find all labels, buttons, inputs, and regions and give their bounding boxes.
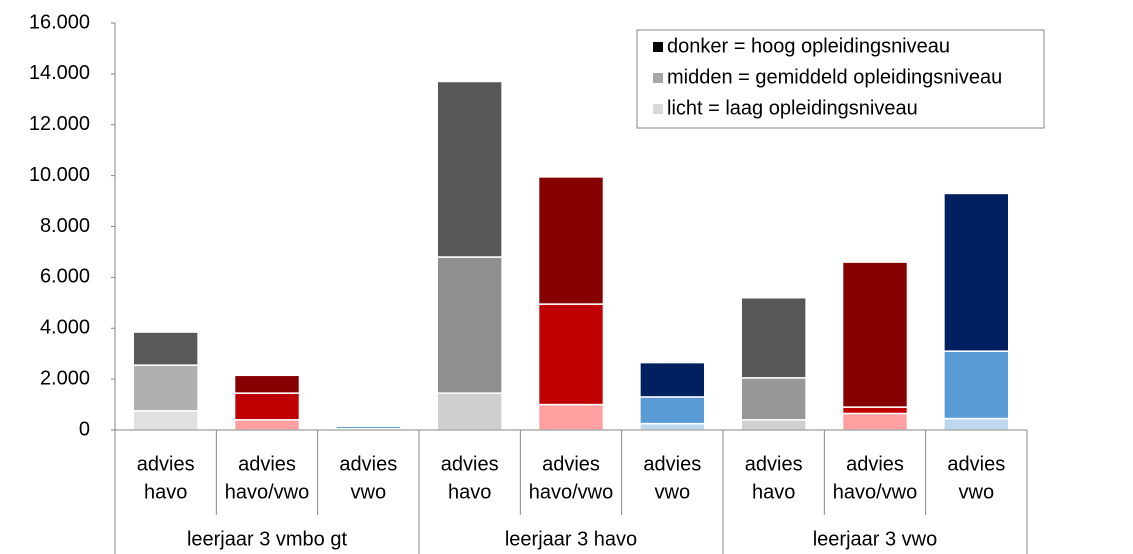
group-label: leerjaar 3 vwo — [813, 528, 938, 550]
x-tick-label: havo — [144, 481, 187, 503]
x-tick-label: vwo — [655, 481, 691, 503]
x-tick-label: advies — [137, 453, 195, 475]
bar-segment — [233, 419, 301, 431]
legend-label: donker = hoog opleidingsniveau — [667, 35, 950, 57]
bar-segment — [537, 303, 605, 406]
bar-segment — [639, 422, 706, 431]
bar-segment — [132, 331, 199, 366]
legend-label: licht = laag opleidingsniveau — [667, 97, 918, 119]
bar-segment — [943, 417, 1010, 431]
bar-segment — [233, 374, 301, 394]
bar-segment — [740, 377, 807, 421]
x-tick-label: havo/vwo — [529, 481, 614, 503]
x-tick-label: havo/vwo — [833, 481, 918, 503]
y-tick-label: 4.000 — [40, 317, 90, 339]
x-tick-label: advies — [643, 453, 701, 475]
bar-segment — [537, 403, 605, 431]
y-tick-label: 14.000 — [29, 62, 90, 84]
y-tick-label: 10.000 — [29, 164, 90, 186]
bar-segment — [943, 192, 1010, 352]
y-tick-label: 6.000 — [40, 266, 90, 288]
bar-segment — [639, 361, 706, 398]
bar-segment — [639, 396, 706, 425]
bar-segment — [335, 424, 402, 427]
y-tick-label: 16.000 — [29, 11, 90, 33]
group-label: leerjaar 3 vmbo gt — [187, 528, 348, 550]
x-tick-label: advies — [947, 453, 1005, 475]
x-tick-label: havo — [448, 481, 491, 503]
bar-segment — [233, 392, 301, 421]
bar-segment — [132, 410, 199, 431]
bar-segment — [943, 350, 1010, 420]
y-tick-label: 0 — [79, 418, 90, 440]
y-tick-label: 12.000 — [29, 113, 90, 135]
x-tick-label: advies — [745, 453, 803, 475]
x-tick-label: vwo — [351, 481, 387, 503]
bar-segment — [436, 256, 503, 394]
x-tick-label: advies — [238, 453, 296, 475]
bar-segment — [841, 261, 909, 408]
x-tick-label: havo — [752, 481, 795, 503]
x-tick-label: havo/vwo — [225, 481, 310, 503]
x-tick-label: vwo — [959, 481, 995, 503]
y-tick-label: 2.000 — [40, 367, 90, 389]
legend-swatch — [653, 42, 663, 52]
x-tick-label: advies — [339, 453, 397, 475]
bar-segment — [740, 296, 807, 379]
bar-segment — [436, 392, 503, 431]
bar-segment — [841, 412, 909, 431]
y-tick-label: 8.000 — [40, 215, 90, 237]
group-label: leerjaar 3 havo — [505, 528, 637, 550]
bar-segment — [841, 406, 909, 415]
x-tick-label: advies — [542, 453, 600, 475]
bar-segment — [740, 419, 807, 431]
x-tick-label: advies — [846, 453, 904, 475]
legend-label: midden = gemiddeld opleidingsniveau — [667, 66, 1002, 88]
x-tick-label: advies — [441, 453, 499, 475]
legend-swatch — [653, 73, 663, 83]
bar-segment — [132, 364, 199, 412]
legend-box — [636, 29, 1045, 129]
bar-segment — [436, 80, 503, 258]
bar-segment — [537, 176, 605, 305]
legend-swatch — [653, 104, 663, 114]
